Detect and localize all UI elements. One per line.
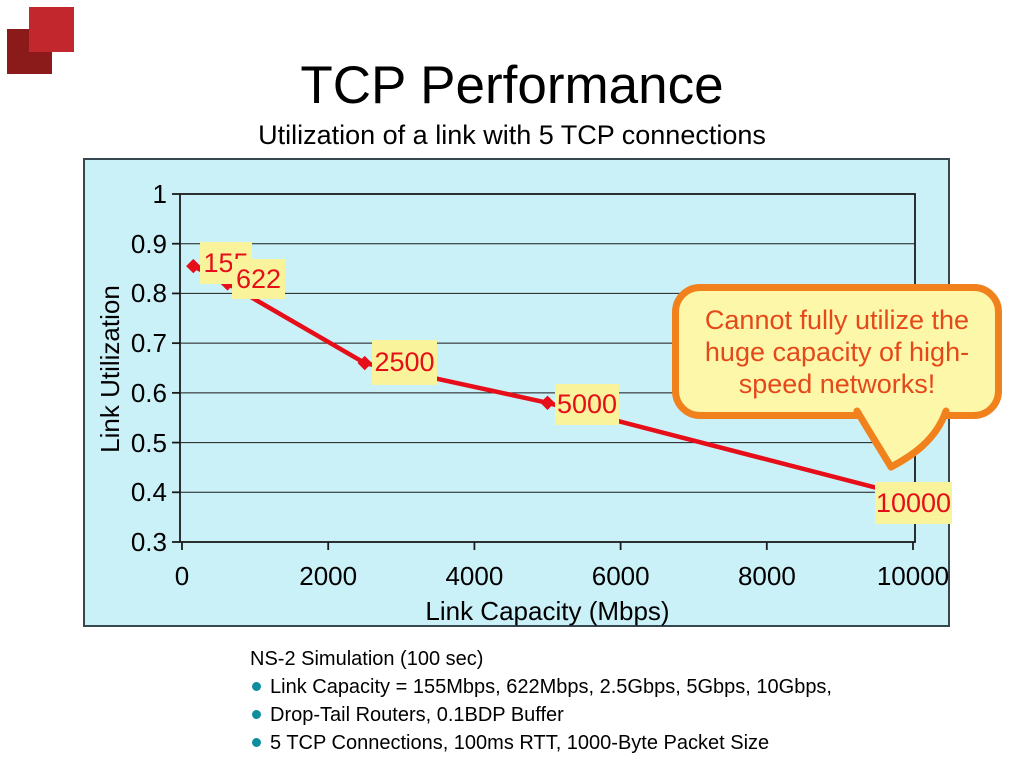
y-tick-label: 0.8 <box>130 278 167 309</box>
callout-text-line: huge capacity of high- <box>704 336 970 367</box>
notes-block: NS-2 Simulation (100 sec) Link Capacity … <box>250 645 850 757</box>
x-tick-label: 8000 <box>737 561 796 591</box>
y-tick-label: 0.9 <box>130 228 167 259</box>
x-tick-label: 10000 <box>876 561 950 591</box>
bullet-icon <box>252 710 261 719</box>
x-tick-label: 0 <box>174 561 190 591</box>
y-axis-title: Link Utilization <box>95 285 125 453</box>
callout-text-line: Cannot fully utilize the <box>704 304 970 335</box>
callout-text-line: speed networks! <box>738 368 936 399</box>
y-tick-label: 0.4 <box>130 477 167 508</box>
list-item: Link Capacity = 155Mbps, 622Mbps, 2.5Gbp… <box>250 673 850 701</box>
note-text: 5 TCP Connections, 100ms RTT, 1000-Byte … <box>270 732 770 754</box>
note-text: Link Capacity = 155Mbps, 622Mbps, 2.5Gbp… <box>270 676 832 698</box>
y-tick-label: 0.6 <box>130 377 167 408</box>
y-tick-label: 0.5 <box>130 427 167 458</box>
notes-heading: NS-2 Simulation (100 sec) <box>250 648 484 670</box>
data-label-622: 622 <box>232 259 285 299</box>
page-subtitle: Utilization of a link with 5 TCP connect… <box>258 120 766 150</box>
bullet-icon <box>252 682 261 691</box>
list-item: Drop-Tail Routers, 0.1BDP Buffer <box>250 701 850 729</box>
x-axis-title: Link Capacity (Mbps) <box>425 596 670 626</box>
callout-bubble: Cannot fully utilize the huge capacity o… <box>672 284 1002 419</box>
note-text: Drop-Tail Routers, 0.1BDP Buffer <box>270 704 564 726</box>
data-label-5000: 5000 <box>555 384 619 425</box>
data-label-10000: 10000 <box>875 482 952 524</box>
y-tick-label: 0.3 <box>130 527 167 557</box>
logo-square-front-icon <box>29 7 74 52</box>
x-tick-label: 6000 <box>591 561 650 591</box>
y-tick-label: 0.7 <box>130 328 167 359</box>
page-title: TCP Performance <box>300 56 724 115</box>
bullet-icon <box>252 738 261 747</box>
plot-canvas <box>172 193 921 550</box>
data-label-2500: 2500 <box>372 340 437 385</box>
x-tick-label: 2000 <box>299 561 358 591</box>
x-tick-label: 4000 <box>445 561 504 591</box>
list-item: 5 TCP Connections, 100ms RTT, 1000-Byte … <box>250 729 850 757</box>
y-tick-label: 1 <box>152 179 167 209</box>
